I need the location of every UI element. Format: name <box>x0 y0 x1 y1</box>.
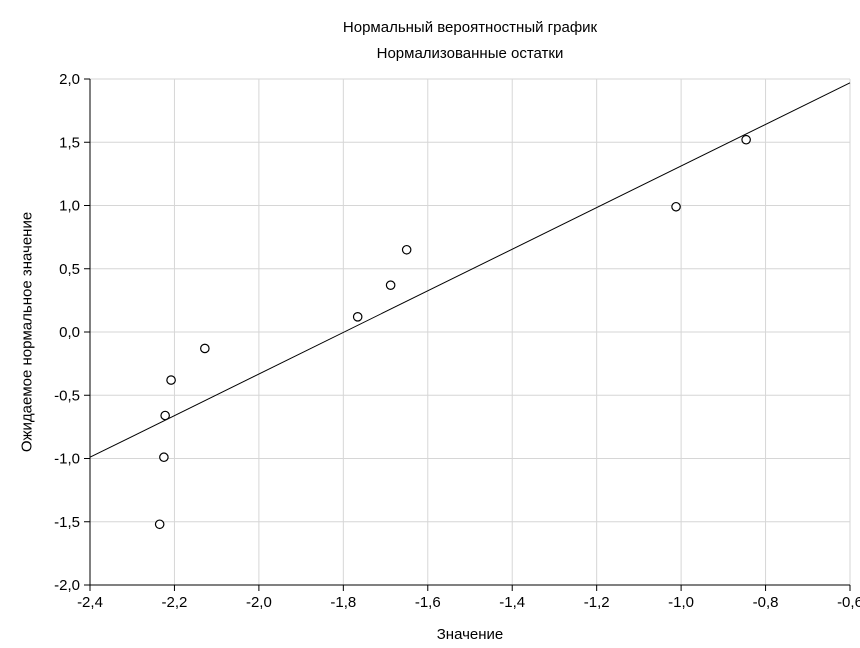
data-point <box>352 312 363 322</box>
axes-layer <box>84 78 851 591</box>
y-tick-label: 0,0 <box>59 324 80 341</box>
data-point <box>385 280 396 290</box>
data-point <box>671 201 681 212</box>
x-tick-label: -2,0 <box>246 594 272 611</box>
data-point <box>160 410 170 421</box>
x-tick-label: -1,8 <box>330 594 356 611</box>
x-tick-label: -0,6 <box>837 594 860 611</box>
data-point <box>401 244 412 255</box>
x-tick-label: -2,2 <box>162 594 188 611</box>
fit-line <box>89 82 851 458</box>
y-tick-label: -1,0 <box>54 451 80 468</box>
y-tick-label: 1,5 <box>59 134 80 151</box>
x-tick-label: -1,6 <box>415 594 441 611</box>
data-point <box>741 134 751 145</box>
y-tick-label: -0,5 <box>54 387 80 404</box>
y-tick-label: -2,0 <box>54 577 80 594</box>
x-tick-label: -1,0 <box>668 594 694 611</box>
y-tick-label: 0,5 <box>59 261 80 278</box>
data-point <box>154 519 165 530</box>
fit-line-layer <box>89 82 851 458</box>
x-tick-label: -0,8 <box>753 594 779 611</box>
x-tick-label: -1,4 <box>499 594 525 611</box>
x-tick-label: -2,4 <box>77 594 103 611</box>
chart-title: Нормальный вероятностный график <box>342 19 598 36</box>
x-axis-label: Значение <box>436 626 504 643</box>
points-layer <box>154 134 751 530</box>
y-tick-label: 2,0 <box>59 71 80 88</box>
grid-layer <box>89 78 851 586</box>
data-point <box>159 452 169 463</box>
data-point <box>200 343 210 354</box>
y-tick-label: -1,5 <box>54 514 80 531</box>
x-tick-label: -1,2 <box>584 594 610 611</box>
y-tick-label: 1,0 <box>59 198 80 215</box>
tick-labels-layer: -2,4 -2,2 -2,0 -1,8 -1,6 -1,4 -1,2 -1,0 -0,8 -0,6… <box>54 71 860 611</box>
data-point <box>166 375 176 385</box>
chart-subtitle: Нормализованные остатки <box>376 45 564 62</box>
y-axis-label: Ожидаемое нормальное значение <box>18 211 36 453</box>
